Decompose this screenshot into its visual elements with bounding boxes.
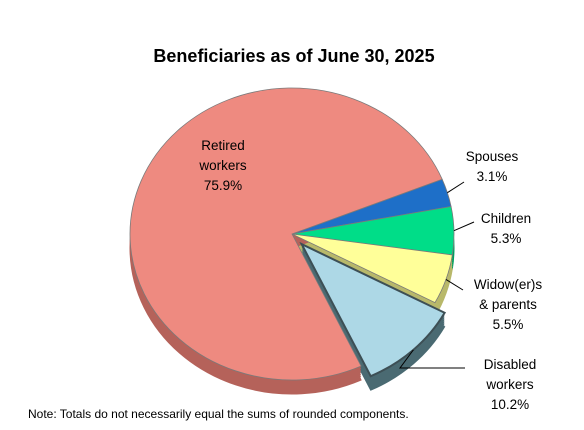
- slice-name-label-widow-er-s-parents: Widow(er)s: [474, 277, 543, 292]
- slice-name-label-children: Children: [481, 211, 531, 226]
- footnote: Note: Totals do not necessarily equal th…: [28, 407, 409, 421]
- leader-line-widow-er-s-parents: [445, 279, 464, 291]
- slice-name-label-retired-workers: workers: [198, 158, 247, 173]
- slice-value-label-disabled-workers: 10.2%: [491, 397, 529, 412]
- slice-value-label-spouses: 3.1%: [477, 169, 508, 184]
- slice-labels: Retired workers 75.9% Spouses 3.1% Children 5.…: [198, 138, 542, 412]
- slice-name-label-retired-workers: Retired: [201, 138, 245, 153]
- slice-value-label-retired-workers: 75.9%: [204, 178, 242, 193]
- leader-lines: [399, 181, 475, 369]
- leader-line-children: [453, 221, 475, 232]
- slice-name-label-disabled-workers: workers: [485, 377, 534, 392]
- chart-title: Beneficiaries as of June 30, 2025: [153, 46, 434, 66]
- slice-name-label-disabled-workers: Disabled: [484, 357, 537, 372]
- pie-slices: [129, 87, 455, 381]
- slice-value-label-children: 5.3%: [491, 231, 522, 246]
- slice-widow-er-s-parents: [291, 233, 453, 304]
- slice-name-label-spouses: Spouses: [466, 149, 519, 164]
- leader-line-disabled-workers: [399, 349, 465, 369]
- slice-name-label-widow-er-s-parents: & parents: [479, 297, 537, 312]
- slice-value-label-widow-er-s-parents: 5.5%: [493, 317, 524, 332]
- leader-line-spouses: [447, 181, 465, 194]
- slice-retired-workers: [129, 87, 443, 381]
